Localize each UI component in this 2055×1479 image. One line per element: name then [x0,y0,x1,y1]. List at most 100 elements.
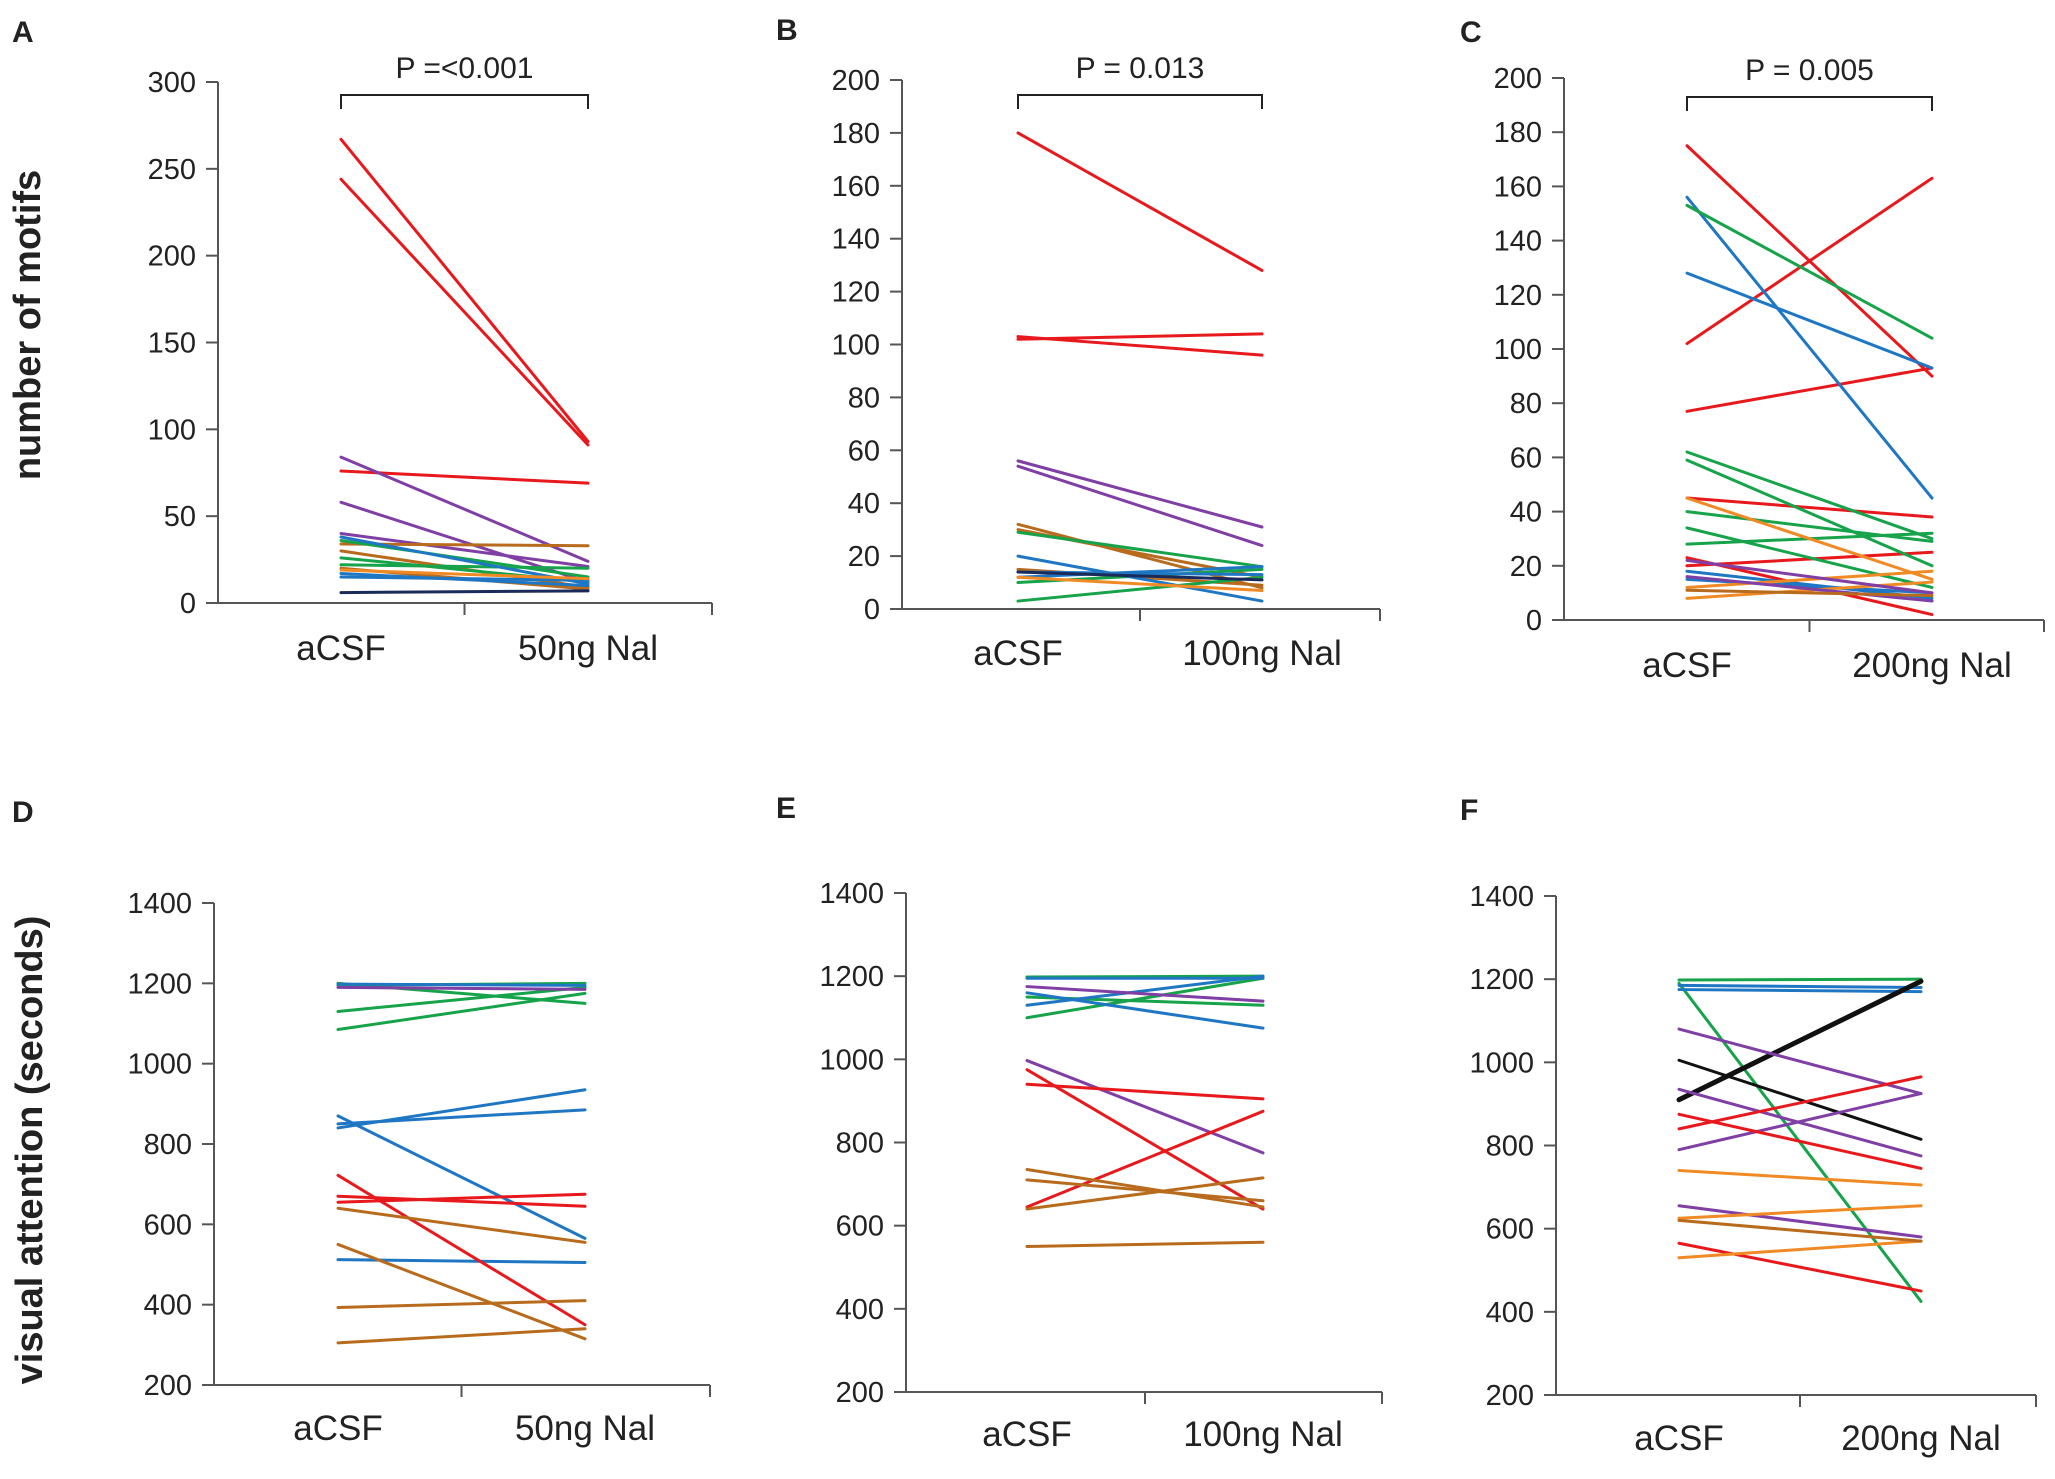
y-tick-label-e: 800 [836,1128,884,1160]
series-line-a-1 [339,177,590,447]
series-line-c-16 [1685,496,1934,581]
p-value-b: P = 0.013 [1076,52,1205,85]
category-label-a: 50ng Nal [518,629,658,668]
series-line-c-6 [1685,195,1934,500]
y-tick-label-a: 200 [148,241,196,273]
series-line-d-5 [336,982,587,987]
series-line-e-14 [1025,1240,1265,1248]
series-line-b-13 [1016,565,1264,579]
series-line-d-13 [336,1206,587,1244]
series-line-d-4 [336,985,587,991]
series-line-f-8 [1677,1092,1923,1152]
series-line-d-6 [336,1114,587,1240]
series-line-f-2 [1677,983,1923,989]
panel-letter-f: F [1460,794,1478,827]
series-line-c-12 [1685,458,1934,568]
panel-e: E 200 400 600 800 1000 1200 1400 aCSF 100ng Nal [776,792,1383,1454]
category-label-f: 200ng Nal [1841,1419,2001,1458]
series-line-d-1 [336,985,587,1013]
category-label-f: aCSF [1634,1419,1723,1458]
y-tick-label-c: 180 [1494,117,1542,149]
y-tick-label-b: 120 [832,277,880,309]
y-tick-label-f: 400 [1486,1297,1534,1329]
y-tick-label-c: 160 [1494,171,1542,203]
series-line-f-0 [1677,977,1923,982]
y-tick-label-a: 50 [164,501,196,533]
y-tick-label-f: 600 [1486,1214,1534,1246]
series-line-f-3 [1677,988,1923,994]
y-tick-label-c: 20 [1510,551,1542,583]
series-line-e-13 [1025,1176,1265,1211]
category-label-a: aCSF [296,629,385,668]
series-line-e-10 [1025,1109,1265,1209]
y-tick-label-d: 1400 [127,888,192,920]
series-line-f-10 [1677,1112,1923,1170]
y-tick-label-c: 80 [1510,388,1542,420]
y-tick-label-f: 800 [1486,1131,1534,1163]
series-line-f-15 [1677,1239,1923,1260]
y-tick-label-f: 1200 [1469,964,1534,996]
series-line-a-15 [339,568,590,581]
category-label-c: aCSF [1642,646,1731,685]
series-line-b-4 [1016,464,1264,548]
panel-d: D 200 400 600 800 1000 1200 1400 aCSF 50ng Nal [12,796,711,1448]
series-line-e-12 [1025,1178,1265,1203]
category-label-b: 100ng Nal [1182,634,1342,673]
series-line-e-1 [1025,976,1265,1020]
category-label-e: aCSF [982,1415,1071,1454]
series-line-c-14 [1685,526,1934,589]
y-tick-label-c: 140 [1494,226,1542,258]
significance-bracket-c [1686,96,1933,111]
y-tick-label-e: 1200 [819,961,884,993]
y-tick-label-d: 1200 [127,968,192,1000]
series-line-a-5 [339,532,590,569]
series-line-a-16 [339,589,590,595]
y-tick-label-c: 100 [1494,334,1542,366]
series-line-e-7 [1025,1059,1265,1155]
y-tick-label-b: 40 [848,488,880,520]
series-line-e-5 [1025,974,1265,1007]
series-line-c-17 [1685,569,1934,589]
y-tick-label-b: 140 [832,224,880,256]
p-value-a: P =<0.001 [396,52,534,85]
y-tick-label-b: 200 [832,65,880,97]
series-line-b-15 [1016,570,1264,582]
y-tick-label-b: 160 [832,171,880,203]
series-line-a-11 [339,563,590,570]
panel-a: A 0 50 100 150 200 250 300 aCSF 50ng Nal P =<0.001 [12,16,713,668]
y-tick-label-a: 150 [148,328,196,360]
p-value-c: P = 0.005 [1745,54,1874,87]
panel-letter-e: E [776,792,796,825]
series-line-c-10 [1685,203,1934,340]
y-axis-label-visual-attention: visual attention (seconds) [9,916,51,1385]
category-label-d: aCSF [293,1409,382,1448]
series-line-d-14 [336,1242,587,1341]
series-line-c-2 [1685,366,1934,413]
series-line-c-1 [1685,176,1934,346]
significance-bracket-a [340,94,589,109]
series-line-b-9 [1016,575,1264,603]
category-label-b: aCSF [973,634,1062,673]
series-line-a-9 [339,538,590,579]
y-tick-label-b: 20 [848,541,880,573]
series-line-e-9 [1025,1082,1265,1101]
series-line-e-11 [1025,1168,1265,1209]
series-line-b-0 [1016,131,1264,272]
y-tick-label-b: 60 [848,435,880,467]
y-tick-label-d: 800 [144,1129,192,1161]
y-tick-label-e: 200 [836,1377,884,1409]
y-axis-label-motifs: number of motifs [7,170,49,480]
y-tick-label-e: 600 [836,1211,884,1243]
series-line-b-11 [1016,554,1264,603]
series-line-d-11 [336,1194,587,1208]
series-line-f-12 [1677,1241,1923,1293]
y-tick-label-d: 600 [144,1209,192,1241]
series-line-f-6 [1677,1027,1923,1096]
series-line-f-14 [1677,1204,1923,1220]
series-line-e-6 [1025,985,1265,1003]
panel-letter-c: C [1460,16,1482,49]
series-line-c-20 [1685,575,1934,603]
y-tick-label-a: 0 [180,588,196,620]
series-line-f-16 [1677,1218,1923,1243]
